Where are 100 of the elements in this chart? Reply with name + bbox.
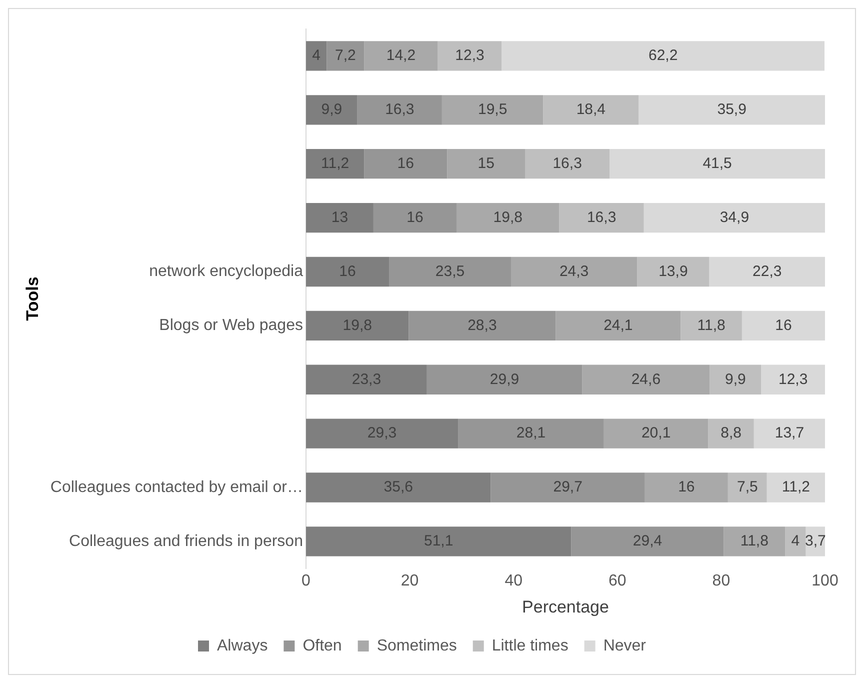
data-label: 14,2 xyxy=(386,47,416,64)
data-label: 16 xyxy=(775,316,792,334)
bar xyxy=(408,310,556,341)
bar xyxy=(644,472,728,502)
data-label: 35,6 xyxy=(384,478,413,496)
data-label: 19,8 xyxy=(342,316,372,334)
data-label: 13,7 xyxy=(774,424,804,442)
data-label: 11,2 xyxy=(320,154,350,172)
data-label: 62,2 xyxy=(648,47,678,64)
bar xyxy=(637,256,710,287)
legend-label: Never xyxy=(603,637,647,654)
bar xyxy=(373,202,456,233)
data-label: 16 xyxy=(339,262,356,280)
legend-label: Often xyxy=(302,637,342,654)
x-tick-label: 20 xyxy=(400,572,419,590)
bar xyxy=(510,256,638,287)
bar xyxy=(742,310,825,341)
bar xyxy=(525,149,610,179)
bar xyxy=(306,95,358,125)
bar xyxy=(610,149,825,179)
data-label: 29,3 xyxy=(367,424,397,442)
bar xyxy=(438,41,502,71)
bar xyxy=(710,364,762,394)
data-label: 29,9 xyxy=(490,370,520,388)
data-label: 41,5 xyxy=(702,154,732,172)
data-label: 12,3 xyxy=(455,47,484,64)
bar xyxy=(426,364,582,394)
y-axis-title: Tools xyxy=(22,276,42,321)
y-tick-label: Colleagues contacted by email or… xyxy=(50,478,303,496)
legend-label: Sometimes xyxy=(376,637,457,654)
bar xyxy=(306,310,409,341)
data-label: 8,8 xyxy=(720,424,742,442)
bar xyxy=(644,202,825,233)
data-label: 9,9 xyxy=(725,370,746,388)
data-label: 13,9 xyxy=(658,262,688,280)
data-label: 18,4 xyxy=(576,101,606,118)
data-label: 16,3 xyxy=(385,101,414,118)
bar xyxy=(708,418,754,448)
bar xyxy=(447,149,526,179)
data-label: 4 xyxy=(312,47,321,64)
bar xyxy=(306,256,390,287)
bar xyxy=(442,95,544,125)
bar xyxy=(364,41,438,71)
data-label: 34,9 xyxy=(720,208,750,226)
data-label: 35,9 xyxy=(717,101,746,118)
data-label: 16 xyxy=(678,478,695,496)
data-label: 24,3 xyxy=(559,262,589,280)
data-label: 16,3 xyxy=(552,154,582,172)
x-tick-label: 0 xyxy=(302,572,311,590)
bar xyxy=(680,310,742,341)
data-label: 11,2 xyxy=(782,478,810,496)
data-label: 16 xyxy=(397,154,414,172)
x-tick-label: 60 xyxy=(608,572,626,590)
bar xyxy=(306,472,491,502)
bar xyxy=(490,472,645,502)
bar xyxy=(502,41,824,71)
bar xyxy=(306,418,458,448)
data-label: 19,8 xyxy=(493,208,522,226)
data-label: 7,2 xyxy=(334,47,356,64)
bar xyxy=(728,472,767,502)
bar xyxy=(556,310,681,341)
legend-label: Little times xyxy=(492,637,568,654)
bar xyxy=(306,202,374,233)
bar xyxy=(571,526,724,556)
x-tick-label: 80 xyxy=(712,572,730,590)
bar xyxy=(543,95,639,125)
data-label: 11,8 xyxy=(697,316,726,334)
bar xyxy=(306,364,427,394)
legend-label: Always xyxy=(217,637,268,654)
bar xyxy=(709,256,825,287)
y-tick-label: Blogs or Web pages xyxy=(159,317,303,334)
bar xyxy=(582,364,710,394)
bar xyxy=(754,418,825,448)
data-label: 7,5 xyxy=(736,478,758,496)
data-label: 28,3 xyxy=(468,316,497,334)
y-tick-label: Colleagues and friends in person xyxy=(69,532,303,550)
data-label: 24,1 xyxy=(604,316,633,334)
data-label: 13 xyxy=(331,208,348,226)
x-axis-title: Percentage xyxy=(522,597,609,616)
data-label: 24,6 xyxy=(631,370,661,388)
bar xyxy=(761,364,825,394)
data-label: 28,1 xyxy=(516,424,546,442)
bar xyxy=(456,202,560,233)
data-label: 15 xyxy=(478,154,494,172)
bar xyxy=(306,149,364,179)
bar xyxy=(326,41,364,71)
x-tick-label: 100 xyxy=(812,572,838,590)
data-label: 20,1 xyxy=(641,424,671,442)
data-label: 9,9 xyxy=(321,101,342,118)
data-label: 11,8 xyxy=(740,532,768,550)
bar xyxy=(364,149,448,179)
data-label: 29,7 xyxy=(553,478,582,496)
data-label: 12,3 xyxy=(778,370,808,388)
data-label: 22,3 xyxy=(752,262,782,280)
data-label: 23,3 xyxy=(352,370,382,388)
data-label: 16,3 xyxy=(586,208,616,226)
bar xyxy=(306,526,572,556)
data-label: 3,7 xyxy=(804,532,826,550)
bar xyxy=(766,472,825,502)
data-label: 19,5 xyxy=(478,101,508,118)
